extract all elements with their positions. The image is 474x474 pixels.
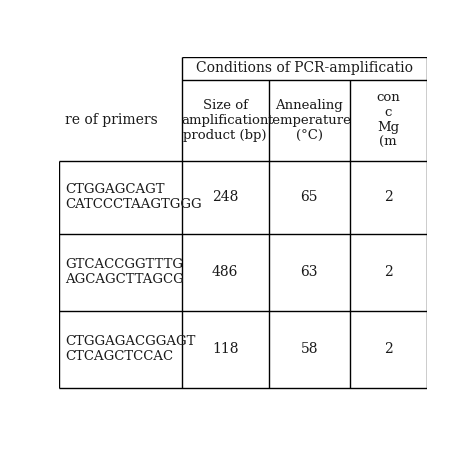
Text: 248: 248 — [212, 191, 238, 204]
Text: Size of
amplification
product (bp): Size of amplification product (bp) — [182, 99, 269, 142]
Text: 2: 2 — [384, 343, 392, 356]
Text: CTGGAGCAGT
CATCCCTAAGTGGG: CTGGAGCAGT CATCCCTAAGTGGG — [65, 183, 202, 211]
Text: 58: 58 — [301, 343, 318, 356]
Text: 118: 118 — [212, 343, 238, 356]
Text: 2: 2 — [384, 191, 392, 204]
Text: 486: 486 — [212, 265, 238, 280]
Text: Conditions of PCR-amplificatio: Conditions of PCR-amplificatio — [196, 62, 413, 75]
Text: CTGGAGACGGAGT
CTCAGCTCCAC: CTGGAGACGGAGT CTCAGCTCCAC — [65, 336, 196, 364]
Text: Annealing
temperature
(°C): Annealing temperature (°C) — [267, 99, 351, 142]
Text: con
c
Mg
(m: con c Mg (m — [376, 91, 400, 149]
Text: GTCACCGGTTTG
AGCAGCTTAGCG: GTCACCGGTTTG AGCAGCTTAGCG — [65, 258, 184, 286]
Text: 2: 2 — [384, 265, 392, 280]
Text: 63: 63 — [301, 265, 318, 280]
Text: re of primers: re of primers — [65, 113, 158, 128]
Text: 65: 65 — [301, 191, 318, 204]
